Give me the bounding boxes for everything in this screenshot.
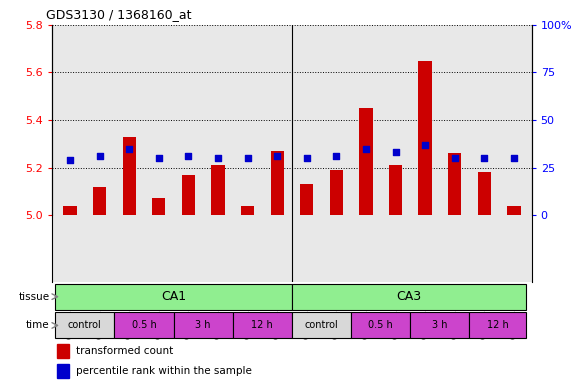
Bar <box>329 170 343 215</box>
FancyBboxPatch shape <box>292 313 351 338</box>
Bar <box>93 187 106 215</box>
Point <box>95 153 104 159</box>
FancyBboxPatch shape <box>55 284 292 310</box>
Bar <box>57 364 69 378</box>
Bar <box>300 184 313 215</box>
Text: 12 h: 12 h <box>487 320 508 331</box>
Text: control: control <box>68 320 102 331</box>
Text: 3 h: 3 h <box>432 320 447 331</box>
Point <box>213 155 223 161</box>
Point <box>154 155 163 161</box>
Bar <box>418 61 432 215</box>
Point <box>450 155 460 161</box>
Point <box>243 155 252 161</box>
Point <box>361 146 371 152</box>
Bar <box>478 172 491 215</box>
Text: time: time <box>26 320 49 331</box>
Text: transformed count: transformed count <box>76 346 174 356</box>
Point <box>66 157 75 163</box>
FancyBboxPatch shape <box>351 313 410 338</box>
Point <box>124 146 134 152</box>
Bar <box>152 199 166 215</box>
Bar <box>57 344 69 358</box>
Point <box>302 155 311 161</box>
Bar <box>507 205 521 215</box>
Text: 0.5 h: 0.5 h <box>368 320 393 331</box>
Bar <box>389 165 402 215</box>
Text: 0.5 h: 0.5 h <box>132 320 156 331</box>
Text: CA1: CA1 <box>161 290 186 303</box>
Bar <box>211 165 225 215</box>
Point <box>509 155 518 161</box>
Point <box>480 155 489 161</box>
Text: 12 h: 12 h <box>252 320 273 331</box>
Bar <box>63 205 77 215</box>
FancyBboxPatch shape <box>292 284 526 310</box>
Text: GDS3130 / 1368160_at: GDS3130 / 1368160_at <box>46 8 192 21</box>
FancyBboxPatch shape <box>410 313 469 338</box>
Point <box>332 153 341 159</box>
Bar <box>241 205 254 215</box>
Point <box>391 149 400 156</box>
Bar <box>448 153 461 215</box>
FancyBboxPatch shape <box>55 313 114 338</box>
Text: CA3: CA3 <box>396 290 421 303</box>
FancyBboxPatch shape <box>114 313 174 338</box>
FancyBboxPatch shape <box>174 313 233 338</box>
Bar <box>271 151 284 215</box>
Bar <box>123 137 136 215</box>
Bar <box>359 108 372 215</box>
FancyBboxPatch shape <box>469 313 526 338</box>
Point <box>272 153 282 159</box>
Bar <box>182 175 195 215</box>
FancyBboxPatch shape <box>233 313 292 338</box>
Text: 3 h: 3 h <box>195 320 211 331</box>
Point <box>421 142 430 148</box>
Point <box>184 153 193 159</box>
Text: percentile rank within the sample: percentile rank within the sample <box>76 366 252 376</box>
Text: tissue: tissue <box>18 291 49 302</box>
Text: control: control <box>304 320 338 331</box>
